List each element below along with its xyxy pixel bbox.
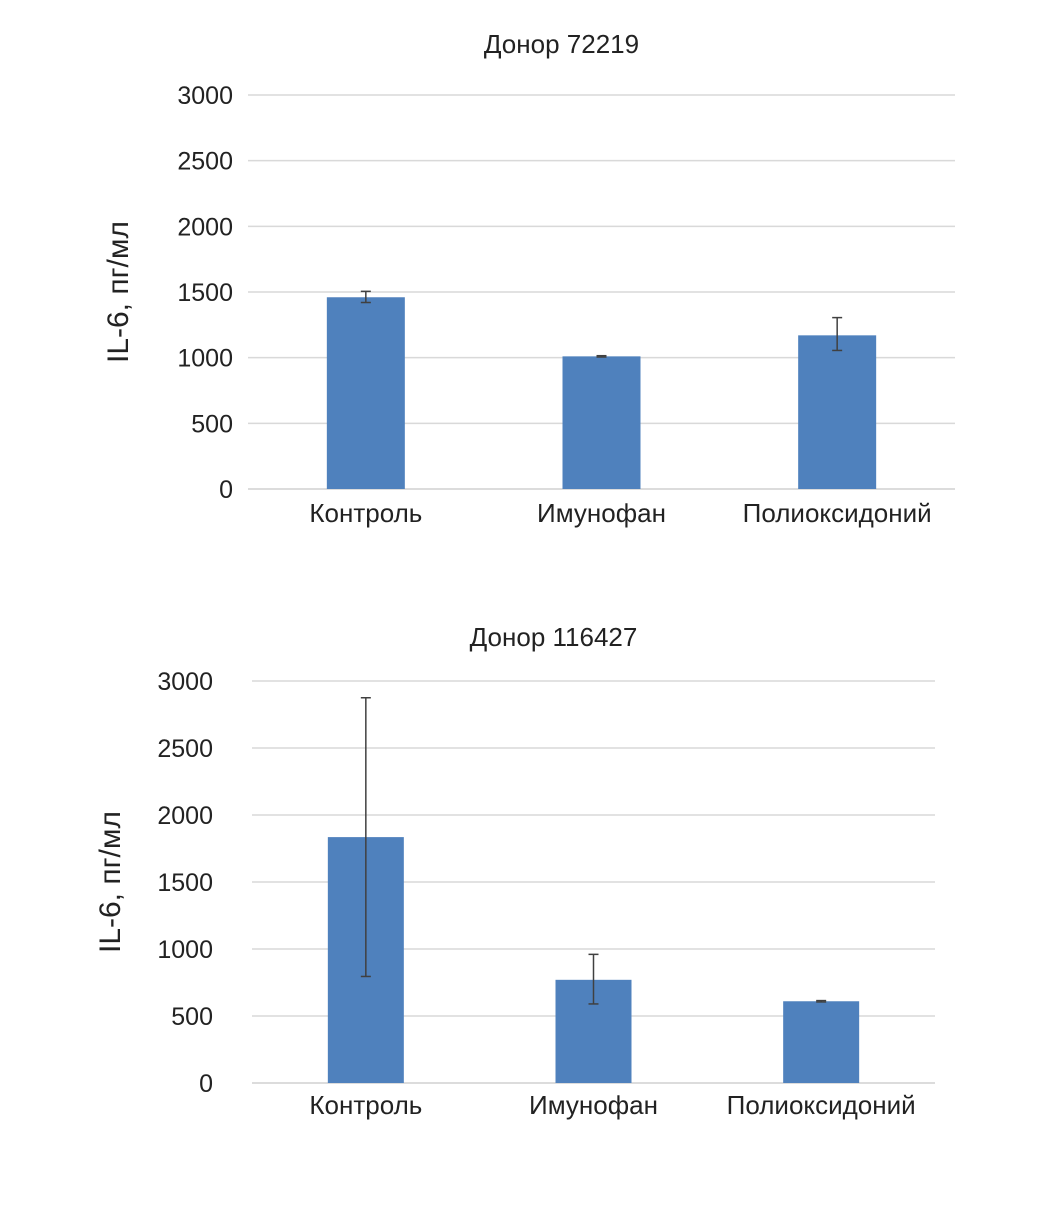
chart-title: Донор 72219	[484, 29, 639, 59]
y-tick-label: 1500	[157, 869, 213, 897]
x-tick-label: Контроль	[309, 498, 422, 528]
error-bar-2	[588, 953, 599, 1005]
error-bar-1	[360, 697, 371, 978]
x-tick-label: Полиоксидоний	[727, 1090, 916, 1120]
y-tick-label: 2500	[177, 148, 233, 176]
y-tick-label: 2500	[157, 735, 213, 763]
y-tick-label: 1000	[157, 936, 213, 964]
bar-3	[798, 335, 877, 489]
bar-2	[562, 356, 641, 489]
x-tick-label: Контроль	[309, 1090, 422, 1120]
error-bar-1	[360, 290, 371, 304]
error-bar-3	[832, 316, 843, 352]
x-tick-label: Имунофан	[537, 498, 666, 528]
y-tick-label: 0	[219, 476, 233, 504]
error-bar-3	[816, 999, 827, 1003]
y-tick-label: 2000	[177, 213, 233, 241]
y-tick-label: 500	[171, 1003, 213, 1031]
chart-title: Донор 116427	[470, 622, 638, 652]
y-axis-label: IL-6, пг/мл	[94, 811, 127, 953]
y-tick-label: 3000	[177, 82, 233, 110]
bar-3	[783, 1001, 860, 1083]
y-tick-label: 500	[191, 410, 233, 438]
error-bar-2	[596, 354, 607, 358]
y-tick-label: 2000	[157, 802, 213, 830]
chart-donor-1: Донор 72219 IL-6, пг/мл 0 500 1000 1500 2000 25…	[102, 29, 955, 528]
y-tick-label: 1000	[177, 345, 233, 373]
y-tick-label: 3000	[157, 668, 213, 696]
y-tick-label: 0	[199, 1070, 213, 1098]
x-tick-label: Имунофан	[529, 1090, 658, 1120]
y-axis-label: IL-6, пг/мл	[102, 221, 135, 363]
x-tick-label: Полиоксидоний	[743, 498, 932, 528]
y-tick-label: 1500	[177, 279, 233, 307]
bar-1	[326, 297, 405, 489]
chart-donor-2: Донор 116427 IL-6, пг/мл 0 500 1000 1500 2000 2…	[94, 622, 935, 1120]
